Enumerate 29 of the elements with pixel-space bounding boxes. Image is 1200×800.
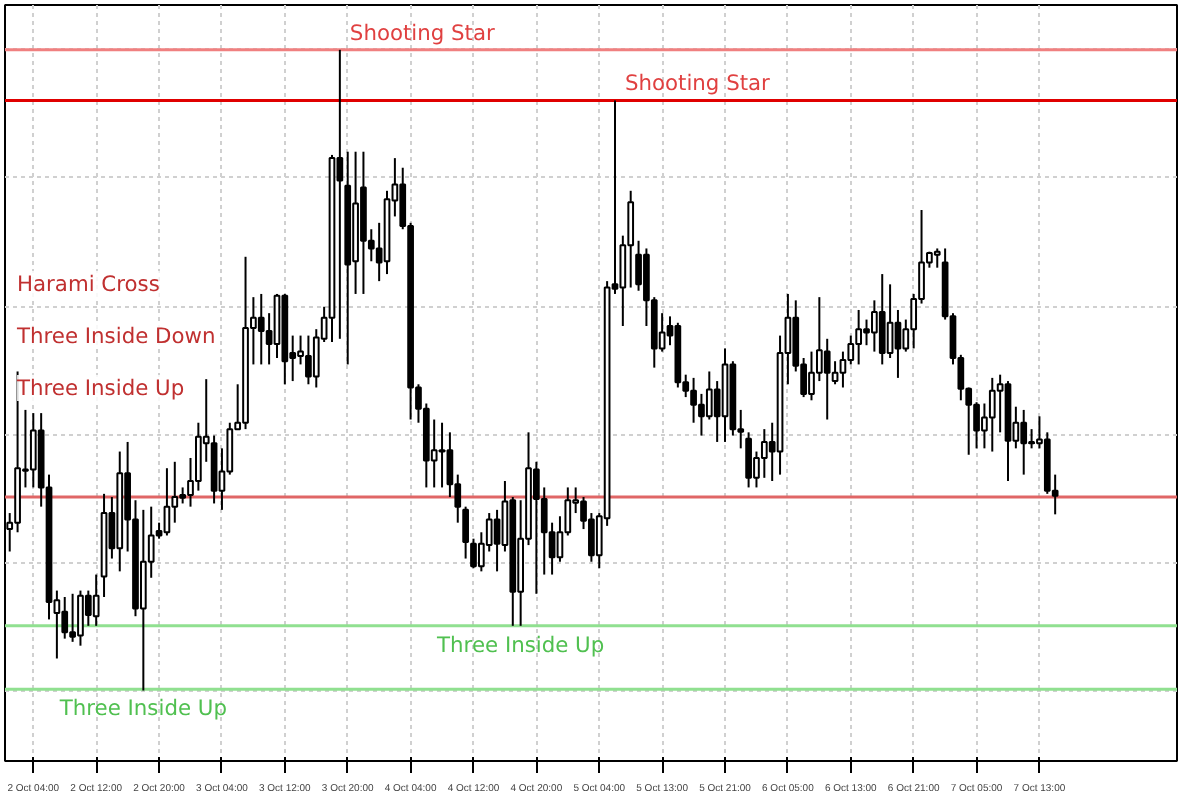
candlestick — [705, 370, 713, 421]
candlestick — [698, 392, 705, 437]
candlestick — [344, 150, 352, 366]
candlestick — [360, 150, 367, 295]
candlestick — [855, 308, 863, 366]
ref-line-label: Three Inside Up — [435, 631, 605, 658]
annotation: Harami Cross — [17, 271, 161, 297]
ref-line-label: Three Inside Up — [57, 695, 228, 722]
candlestick — [352, 150, 359, 295]
candlestick — [29, 412, 37, 489]
candlestick — [195, 421, 202, 492]
annotation: Three Inside Down — [15, 323, 216, 349]
ref-line-label: Shooting Star — [624, 70, 772, 97]
ref-line-label: Shooting Star — [349, 19, 497, 46]
candlestick — [139, 508, 147, 692]
candlestick — [823, 337, 831, 421]
candlestick — [988, 376, 996, 453]
candlestick — [336, 48, 344, 340]
candlestick — [438, 421, 446, 489]
candlestick — [92, 573, 100, 627]
candlestick — [116, 450, 124, 573]
candlestick — [690, 376, 697, 424]
candlestick — [760, 428, 768, 479]
candlestick — [871, 299, 878, 353]
candlestick — [933, 247, 941, 269]
candlestick — [257, 292, 265, 366]
candlestick — [721, 347, 729, 443]
annotation: Three Inside Up — [15, 375, 185, 401]
candlestick — [1020, 408, 1028, 476]
